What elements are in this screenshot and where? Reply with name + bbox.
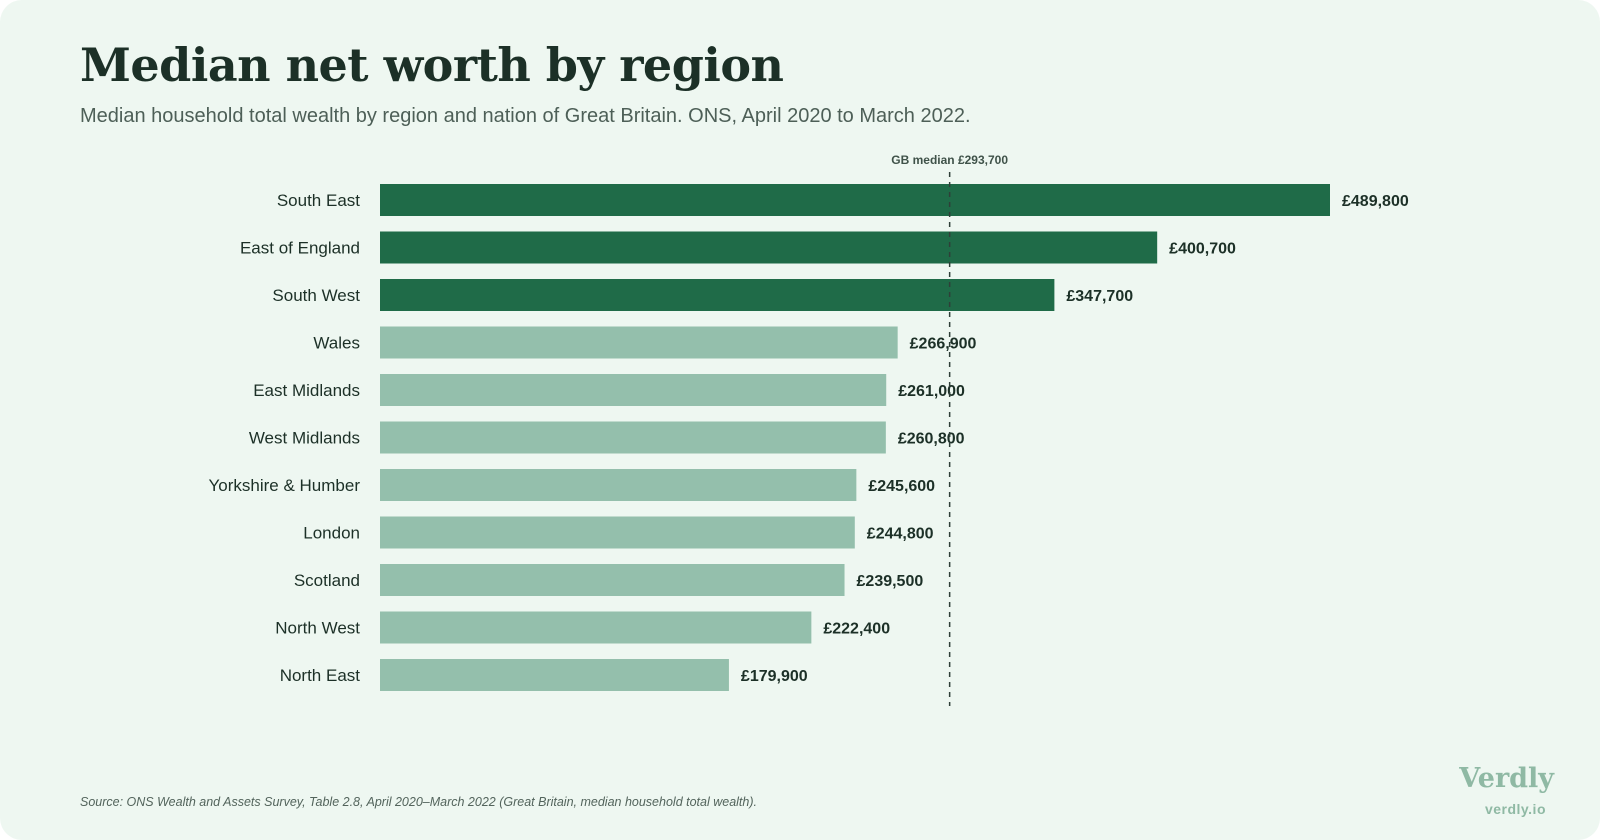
category-label: West Midlands xyxy=(249,429,360,448)
value-label: £179,900 xyxy=(741,668,808,685)
bar-north-east xyxy=(380,659,729,691)
category-label: South East xyxy=(277,191,360,210)
chart-title: Median net worth by region xyxy=(80,38,784,92)
source-note: Source: ONS Wealth and Assets Survey, Ta… xyxy=(80,795,757,809)
bar-yorkshire-humber xyxy=(380,469,857,501)
category-label: London xyxy=(303,524,360,543)
category-label: Scotland xyxy=(294,571,360,590)
bar-north-west xyxy=(380,611,812,644)
bar-south-west xyxy=(380,279,1055,311)
value-label: £400,700 xyxy=(1169,241,1236,258)
bar-scotland xyxy=(380,564,845,596)
category-label: Yorkshire & Humber xyxy=(209,476,361,495)
chart-subtitle: Median household total wealth by region … xyxy=(80,105,971,127)
bar-east-midlands xyxy=(380,374,887,406)
value-label: £222,400 xyxy=(823,621,890,638)
bar-south-east xyxy=(380,184,1330,216)
bar-east-of-england xyxy=(380,231,1158,264)
brand-url[interactable]: verdly.io xyxy=(1484,801,1546,817)
value-label: £260,800 xyxy=(898,431,965,448)
value-label: £261,000 xyxy=(898,383,965,400)
brand-logo: Verdly xyxy=(1459,763,1554,794)
category-label: North East xyxy=(280,666,361,685)
value-label: £266,900 xyxy=(910,336,977,353)
category-label: North West xyxy=(275,619,360,638)
value-label: £239,500 xyxy=(857,573,924,590)
value-label: £244,800 xyxy=(867,526,934,543)
value-label: £245,600 xyxy=(868,478,935,495)
value-label: £489,800 xyxy=(1342,193,1409,210)
median-reference-label: GB median £293,700 xyxy=(891,153,1008,167)
value-label: £347,700 xyxy=(1066,288,1133,305)
category-label: East of England xyxy=(240,239,360,258)
category-label: Wales xyxy=(313,334,360,353)
bar-london xyxy=(380,516,855,549)
category-label: South West xyxy=(272,286,360,305)
bar-west-midlands xyxy=(380,421,886,454)
bar-wales xyxy=(380,326,898,359)
category-label: East Midlands xyxy=(253,381,360,400)
